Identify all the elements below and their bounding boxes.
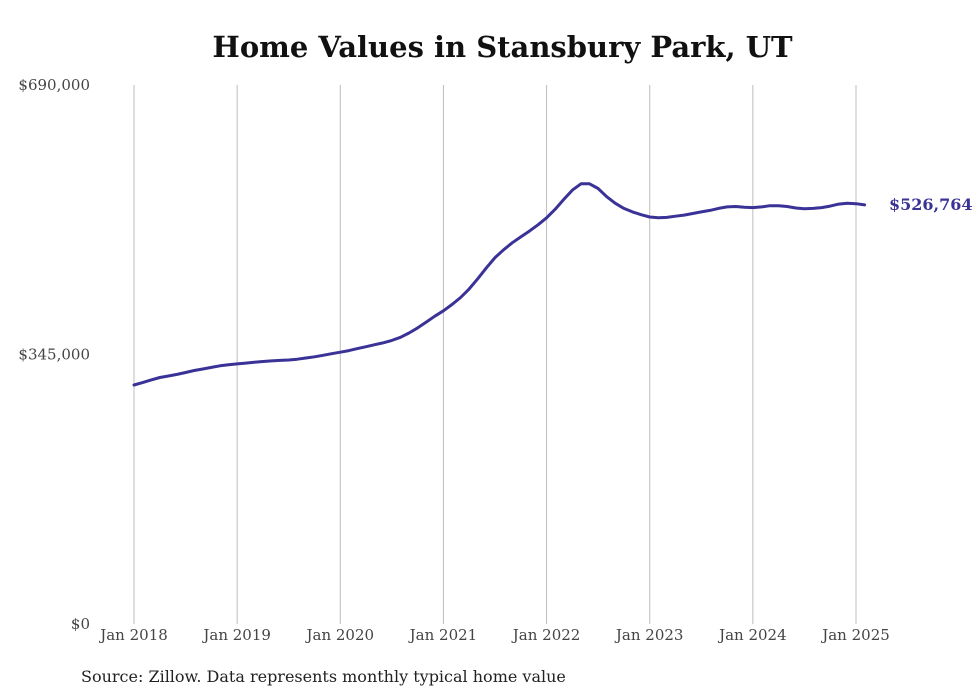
x-axis-ticks: Jan 2018 Jan 2019 Jan 2020 Jan 2021 Jan 2022… <box>98 626 890 644</box>
x-tick-label: Jan 2020 <box>305 626 375 644</box>
x-tick-label: Jan 2019 <box>201 626 271 644</box>
y-tick-label: $345,000 <box>18 346 90 364</box>
gridlines <box>133 85 857 624</box>
end-label-layer: $526,764 <box>889 195 973 214</box>
end-value-label: $526,764 <box>889 195 973 214</box>
series-line <box>132 182 867 387</box>
x-tick-label: Jan 2023 <box>614 626 684 644</box>
y-tick-label: $690,000 <box>18 76 90 94</box>
chart-title: Home Values in Stansbury Park, UT <box>212 30 793 64</box>
x-tick-label: Jan 2018 <box>98 626 168 644</box>
y-axis-ticks: $0 $345,000 $690,000 <box>18 76 90 633</box>
x-tick-label: Jan 2024 <box>717 626 787 644</box>
y-tick-label: $0 <box>71 615 90 633</box>
x-tick-label: Jan 2022 <box>511 626 581 644</box>
source-note: Source: Zillow. Data represents monthly … <box>81 667 566 686</box>
x-tick-label: Jan 2021 <box>408 626 478 644</box>
x-tick-label: Jan 2025 <box>820 626 890 644</box>
series-layer <box>132 182 867 387</box>
